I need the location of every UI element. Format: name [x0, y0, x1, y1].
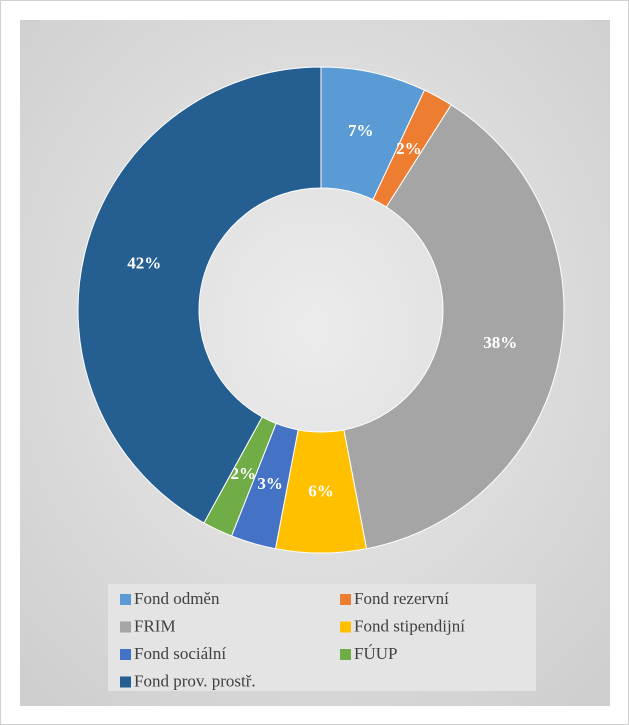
legend-swatch	[120, 676, 131, 688]
legend-swatch	[120, 649, 131, 660]
slice	[77, 66, 322, 524]
data-label: 38%	[483, 333, 517, 352]
legend-label: Fond odměn	[134, 589, 220, 608]
legend-swatch	[340, 649, 351, 660]
data-label: 7%	[348, 121, 374, 140]
legend-label: Fond sociální	[134, 644, 226, 663]
legend-label: Fond stipendijní	[354, 616, 465, 635]
slice	[343, 104, 565, 550]
legend-swatch	[340, 594, 351, 605]
legend-label: FRIM	[134, 616, 176, 635]
data-label: 2%	[396, 139, 422, 158]
legend-swatch	[120, 594, 131, 605]
legend-box	[108, 584, 536, 691]
data-label: 6%	[308, 481, 334, 500]
legend-label: Fond rezervní	[354, 589, 449, 608]
data-label: 2%	[231, 464, 257, 483]
legend-swatch	[120, 621, 131, 633]
data-label: 3%	[257, 474, 283, 493]
legend-swatch	[340, 621, 351, 633]
legend-label: FÚUP	[354, 644, 397, 663]
data-label: 42%	[127, 254, 161, 273]
legend-label: Fond prov. prostř.	[134, 671, 256, 690]
